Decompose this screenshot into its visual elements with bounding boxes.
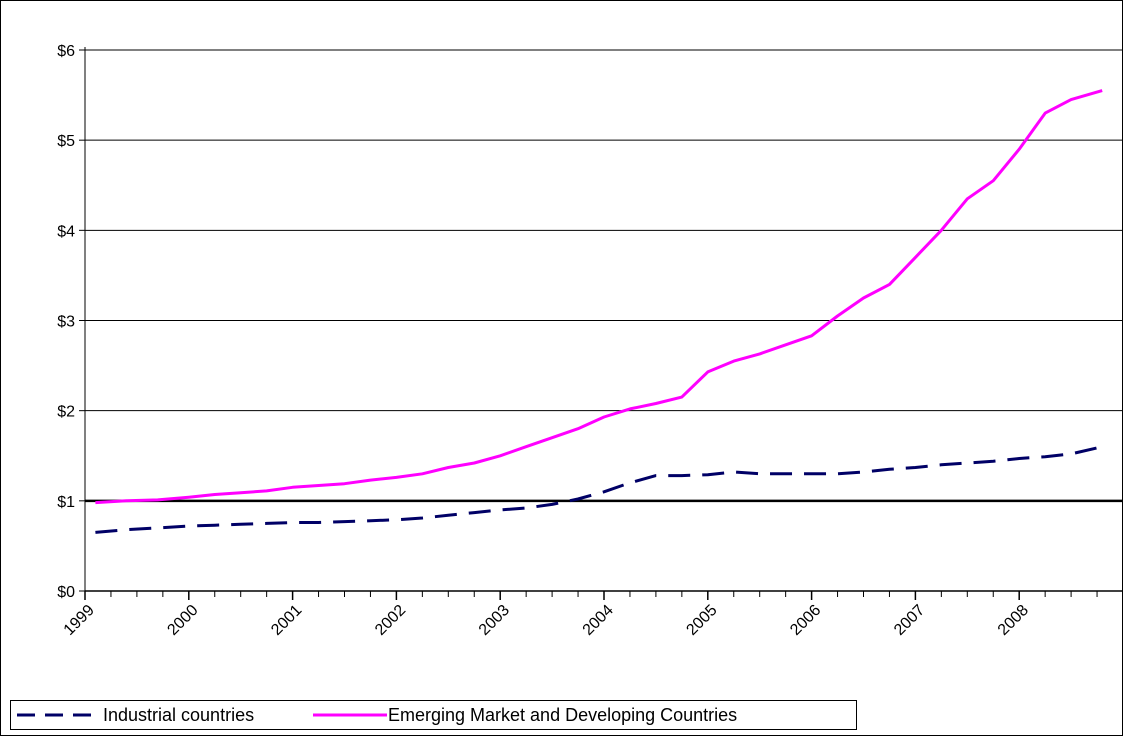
x-tick-label: 2005: [683, 602, 720, 639]
x-tick-label: 2001: [268, 602, 305, 639]
tick-labels: $0 $1 $2 $3 $4 $5 $6 1999 2000 2001 2002 2003 2004 20…: [57, 43, 1032, 639]
x-tick-label: 2003: [476, 602, 513, 639]
series-line-emerging: [95, 89, 1103, 505]
legend: Industrial countries Emerging Market and…: [10, 700, 857, 730]
y-tick-label: $5: [57, 133, 75, 150]
x-tick-label: 2007: [891, 602, 928, 639]
legend-label-emerging: Emerging Market and Developing Countries: [388, 705, 738, 725]
y-tick-label: $3: [57, 314, 75, 331]
x-tick-label: 2006: [787, 602, 824, 639]
legend-swatch-industrial: [17, 713, 99, 717]
series-line-industrial: [95, 445, 1103, 534]
axes: [79, 47, 1123, 600]
x-tick-label: 1999: [61, 602, 98, 639]
y-tick-label: $4: [57, 223, 75, 240]
series-lines: [95, 89, 1103, 534]
x-tick-label: 2008: [995, 602, 1032, 639]
x-tick-label: 2004: [580, 602, 617, 639]
y-tick-label: $0: [57, 584, 75, 601]
legend-swatch-emerging: [313, 713, 387, 717]
x-tick-label: 2002: [372, 602, 409, 639]
grid-lines: [85, 49, 1123, 503]
y-tick-label: $1: [57, 494, 75, 511]
legend-label-industrial: Industrial countries: [103, 705, 255, 725]
x-tick-label: 2000: [164, 602, 201, 639]
y-tick-label: $6: [57, 43, 75, 60]
y-tick-label: $2: [57, 404, 75, 421]
